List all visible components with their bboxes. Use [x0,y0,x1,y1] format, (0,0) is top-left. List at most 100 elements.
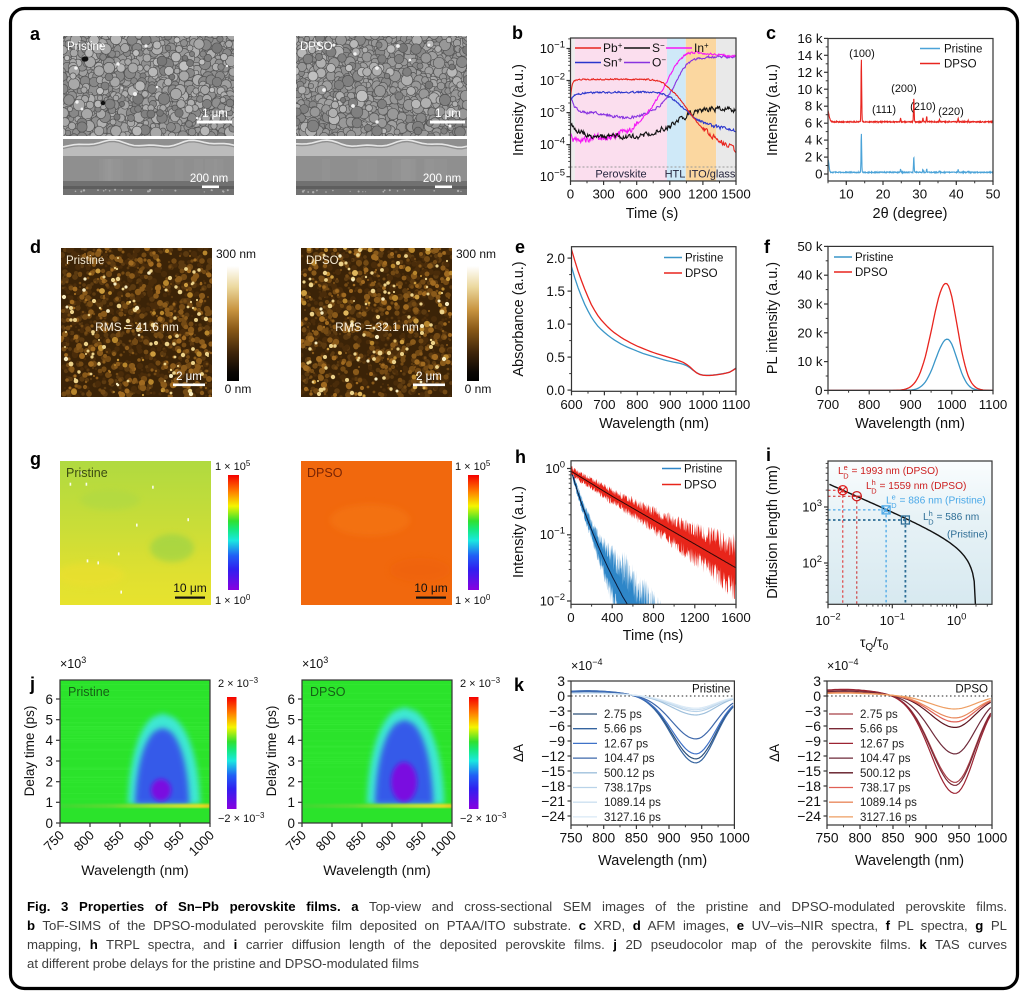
svg-text:−24: −24 [541,808,565,824]
svg-text:100: 100 [545,460,565,477]
svg-text:30 k: 30 k [797,297,822,312]
svg-text:600: 600 [626,187,648,202]
svg-text:Diffusion length (nm): Diffusion length (nm) [765,465,781,599]
svg-text:103: 103 [802,498,822,515]
svg-text:850: 850 [343,828,369,854]
svg-text:40 k: 40 k [797,268,822,283]
svg-text:300: 300 [593,187,615,202]
svg-text:b: b [512,23,523,43]
svg-text:2 μm: 2 μm [416,371,442,383]
svg-text:1.0: 1.0 [546,317,565,332]
svg-text:×10−4: ×10−4 [571,657,602,673]
svg-text:700: 700 [593,397,615,412]
svg-text:(220): (220) [938,106,964,118]
svg-text:h: h [515,447,526,467]
svg-text:950: 950 [161,828,187,854]
svg-text:6: 6 [288,692,295,707]
svg-text:Wavelength (nm): Wavelength (nm) [599,416,709,432]
svg-text:−15: −15 [541,763,565,779]
svg-text:5: 5 [46,713,53,728]
svg-text:RMS = 41.6 nm: RMS = 41.6 nm [95,320,179,334]
svg-text:2 × 10−3: 2 × 10−3 [218,676,259,690]
svg-text:ΔA: ΔA [511,744,526,762]
svg-text:900: 900 [899,397,921,412]
svg-text:−3: −3 [805,703,821,719]
svg-text:4 k: 4 k [805,133,823,148]
svg-text:900: 900 [373,828,399,854]
svg-text:10: 10 [839,187,854,202]
svg-text:10−1: 10−1 [540,526,565,543]
svg-text:(Pristine): (Pristine) [947,530,988,541]
svg-text:i: i [766,445,771,465]
svg-text:0: 0 [567,610,574,625]
svg-text:−15: −15 [797,763,821,779]
svg-text:2: 2 [46,775,53,790]
svg-text:3: 3 [288,754,295,769]
svg-text:RMS = 32.1 nm: RMS = 32.1 nm [335,320,419,334]
svg-text:LhD = 1559 nm (DPSO): Lh D = 1559 nm (DPSO) [866,478,966,496]
svg-text:−6: −6 [549,718,565,734]
svg-text:2.0: 2.0 [546,251,565,266]
svg-text:0: 0 [557,688,565,704]
svg-text:Pristine: Pristine [66,466,108,480]
svg-text:a: a [30,24,41,44]
svg-text:DPSO: DPSO [855,267,888,279]
svg-text:10−2: 10−2 [540,72,565,89]
svg-text:−9: −9 [549,733,565,749]
svg-text:1100: 1100 [722,397,751,412]
svg-text:PL intensity (a.u.): PL intensity (a.u.) [765,262,781,374]
svg-text:−21: −21 [797,793,821,809]
svg-text:−24: −24 [797,808,821,824]
svg-text:2.75 ps: 2.75 ps [604,709,642,721]
svg-text:102: 102 [802,554,822,571]
svg-text:0 nm: 0 nm [225,382,252,396]
svg-text:Wavelength (nm): Wavelength (nm) [598,853,707,869]
svg-text:LeD = 1993 nm (DPSO): Le D = 1993 nm (DPSO) [838,463,938,481]
svg-text:DPSO: DPSO [685,268,718,280]
svg-text:10−4: 10−4 [540,136,565,153]
svg-text:8 k: 8 k [805,99,823,114]
svg-text:800: 800 [858,397,880,412]
svg-text:0: 0 [288,816,295,831]
svg-text:Pristine: Pristine [692,684,730,696]
svg-text:0.0: 0.0 [546,383,565,398]
svg-text:30: 30 [912,187,927,202]
svg-text:14 k: 14 k [797,48,822,63]
svg-text:800: 800 [313,828,339,854]
svg-text:0: 0 [813,688,821,704]
svg-text:400: 400 [601,610,623,625]
svg-text:0: 0 [815,167,822,182]
svg-text:1100: 1100 [979,397,1008,412]
svg-text:Intensity (a.u.): Intensity (a.u.) [511,486,527,578]
svg-text:DPSO: DPSO [307,466,343,480]
svg-text:0: 0 [815,383,822,398]
svg-text:g: g [30,449,41,469]
svg-text:1 μm: 1 μm [435,108,461,120]
svg-text:0.5: 0.5 [546,350,565,365]
svg-text:1: 1 [46,795,53,810]
svg-text:1 × 105: 1 × 105 [455,459,491,473]
svg-text:DPSO: DPSO [306,255,339,267]
svg-text:900: 900 [131,828,157,854]
svg-text:1500: 1500 [721,187,751,202]
svg-text:1 × 105: 1 × 105 [215,459,251,473]
svg-text:−6: −6 [805,718,821,734]
svg-text:10−1: 10−1 [540,40,565,57]
svg-text:300 nm: 300 nm [216,247,256,261]
svg-text:DPSO: DPSO [684,480,717,492]
svg-text:Pristine: Pristine [68,685,110,699]
svg-text:500.12 ps: 500.12 ps [604,768,655,780]
svg-text:Pristine: Pristine [67,41,105,53]
svg-text:−2 × 10−3: −2 × 10−3 [460,811,507,825]
svg-text:j: j [29,674,35,694]
svg-text:Pristine: Pristine [685,253,723,265]
svg-text:−18: −18 [797,778,821,794]
svg-text:Perovskite: Perovskite [595,169,646,181]
svg-text:−12: −12 [541,748,565,764]
svg-text:10−1: 10−1 [880,612,905,629]
svg-text:750: 750 [283,828,309,854]
svg-text:c: c [766,23,776,43]
svg-text:900: 900 [659,187,681,202]
svg-text:2θ (degree): 2θ (degree) [873,206,948,222]
svg-text:Delay time (ps): Delay time (ps) [264,706,279,797]
